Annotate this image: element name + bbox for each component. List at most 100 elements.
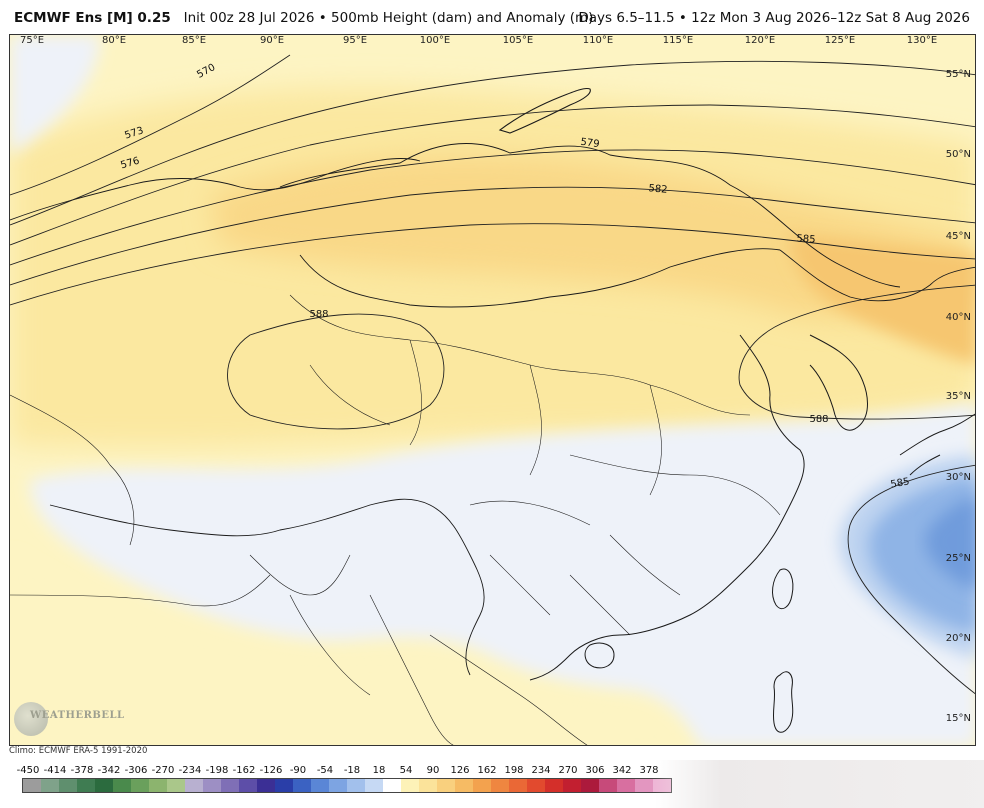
- colorbar-tick-label: -270: [151, 765, 175, 776]
- coastline-east: [529, 334, 805, 681]
- colorbar-segment: [167, 779, 185, 792]
- contour-label: 588: [809, 414, 828, 425]
- colorbar-tick-label: -234: [178, 765, 202, 776]
- colorbar-segment: [635, 779, 653, 792]
- colorbar-tick-label: 198: [504, 765, 524, 776]
- latitude-label: 55°N: [945, 69, 971, 80]
- contour-line-588-west: [227, 313, 445, 430]
- weatherbell-logo: WEATHERBELL: [14, 700, 124, 740]
- contour-label-text: 582: [648, 183, 668, 196]
- taiwan-coast: [772, 568, 794, 610]
- colorbar-tick-label: -18: [343, 765, 361, 776]
- colorbar-tick-label: 306: [585, 765, 605, 776]
- contour-label: 585: [890, 476, 911, 490]
- init-time: Init 00z 28 Jul 2026: [183, 10, 315, 26]
- colorbar: [22, 778, 672, 793]
- contour-line-582: [10, 186, 975, 286]
- colorbar-tick-label: 126: [450, 765, 470, 776]
- south-asia-borders: [10, 394, 588, 745]
- colorbar-footer: Climo: ECMWF ERA-5 1991-2020 -450 -414 -37…: [0, 746, 984, 808]
- contour-label-text: 588: [809, 414, 828, 425]
- latitude-label: 30°N: [945, 472, 971, 483]
- contour-label-text: 576: [119, 156, 140, 172]
- colorbar-segment: [23, 779, 41, 792]
- logo-mark: [14, 702, 48, 736]
- colorbar-segment: [77, 779, 95, 792]
- colorbar-tick-label: 378: [639, 765, 659, 776]
- colorbar-segment: [59, 779, 77, 792]
- colorbar-tick-label: -126: [259, 765, 283, 776]
- longitude-label: 85°E: [181, 35, 207, 46]
- contour-label-text: 585: [796, 233, 816, 245]
- colorbar-tick-label: 162: [477, 765, 497, 776]
- colorbar-segment: [509, 779, 527, 792]
- anomaly-shading: [10, 35, 975, 745]
- colorbar-segment: [401, 779, 419, 792]
- colorbar-segment: [275, 779, 293, 792]
- colorbar-tick-label: 342: [612, 765, 632, 776]
- colorbar-segment: [95, 779, 113, 792]
- climatology-note: Climo: ECMWF ERA-5 1991-2020: [9, 746, 148, 756]
- colorbar-segment: [257, 779, 275, 792]
- colorbar-segment: [455, 779, 473, 792]
- longitude-label: 90°E: [259, 35, 285, 46]
- longitude-label: 100°E: [419, 35, 451, 46]
- contour-label-text: 579: [580, 137, 600, 151]
- title-bullet: •: [318, 10, 327, 26]
- colorbar-segment: [617, 779, 635, 792]
- colorbar-segment: [203, 779, 221, 792]
- colorbar-tick-label: -162: [232, 765, 256, 776]
- longitude-label: 95°E: [342, 35, 368, 46]
- colorbar-segment: [185, 779, 203, 792]
- colorbar-tick-label: -54: [316, 765, 334, 776]
- china-internal-borders: [289, 294, 781, 636]
- contour-label: 579: [580, 137, 600, 151]
- longitude-label: 80°E: [101, 35, 127, 46]
- latitude-label: 25°N: [945, 553, 971, 564]
- colorbar-segment: [347, 779, 365, 792]
- contour-label: 585: [796, 233, 816, 245]
- near-normal-northwest: [10, 35, 100, 155]
- valid-period: Days 6.5–11.5 • 12z Mon 3 Aug 2026–12z S…: [578, 10, 970, 26]
- colorbar-tick-label: 234: [531, 765, 551, 776]
- colorbar-segment: [149, 779, 167, 792]
- colorbar-segment: [383, 779, 401, 792]
- colorbar-segment: [491, 779, 509, 792]
- contour-label: 582: [648, 183, 668, 196]
- colorbar-tick-label: 18: [372, 765, 386, 776]
- latitude-label: 20°N: [945, 633, 971, 644]
- strong-positive-anomaly-east: [790, 235, 975, 365]
- colorbar-tick-label: -342: [97, 765, 121, 776]
- obscured-colorbar-region: [655, 760, 984, 808]
- map-panel: 570 573 576 579 582 585 588 588 585 75°E 80°E 85°E…: [9, 34, 976, 746]
- colorbar-tick-label: -198: [205, 765, 229, 776]
- contour-line-573: [10, 60, 975, 226]
- colorbar-tick-label: -378: [70, 765, 94, 776]
- colorbar-segment: [221, 779, 239, 792]
- contour-line-585: [10, 223, 975, 306]
- contour-line-570: [10, 54, 291, 196]
- contour-label-text: 585: [890, 476, 911, 490]
- contour-line-576: [10, 104, 975, 246]
- contour-label-text: 588: [309, 309, 328, 320]
- height-contours: [10, 54, 975, 695]
- longitude-label: 110°E: [582, 35, 614, 46]
- colorbar-tick-label: 270: [558, 765, 578, 776]
- map-title: ECMWF Ens [M] 0.25 Init 00z 28 Jul 2026 …: [14, 10, 593, 26]
- latitude-label: 50°N: [945, 149, 971, 160]
- himalaya-border: [49, 498, 485, 676]
- contour-line-585-south: [847, 464, 975, 695]
- longitude-label: 125°E: [824, 35, 856, 46]
- colorbar-segment: [113, 779, 131, 792]
- colorbar-segment: [131, 779, 149, 792]
- colorbar-segment: [581, 779, 599, 792]
- colorbar-segment: [239, 779, 257, 792]
- longitude-label: 75°E: [19, 35, 45, 46]
- colorbar-tick-label: -90: [289, 765, 307, 776]
- colorbar-segment: [545, 779, 563, 792]
- baikal-lake: [498, 87, 591, 134]
- colorbar-segment: [563, 779, 581, 792]
- colorbar-segment: [293, 779, 311, 792]
- korea-coast: [809, 334, 868, 431]
